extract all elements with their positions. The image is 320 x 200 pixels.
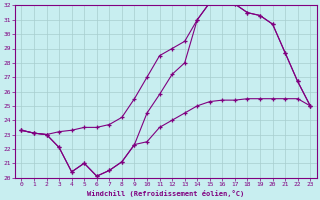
X-axis label: Windchill (Refroidissement éolien,°C): Windchill (Refroidissement éolien,°C) <box>87 190 244 197</box>
